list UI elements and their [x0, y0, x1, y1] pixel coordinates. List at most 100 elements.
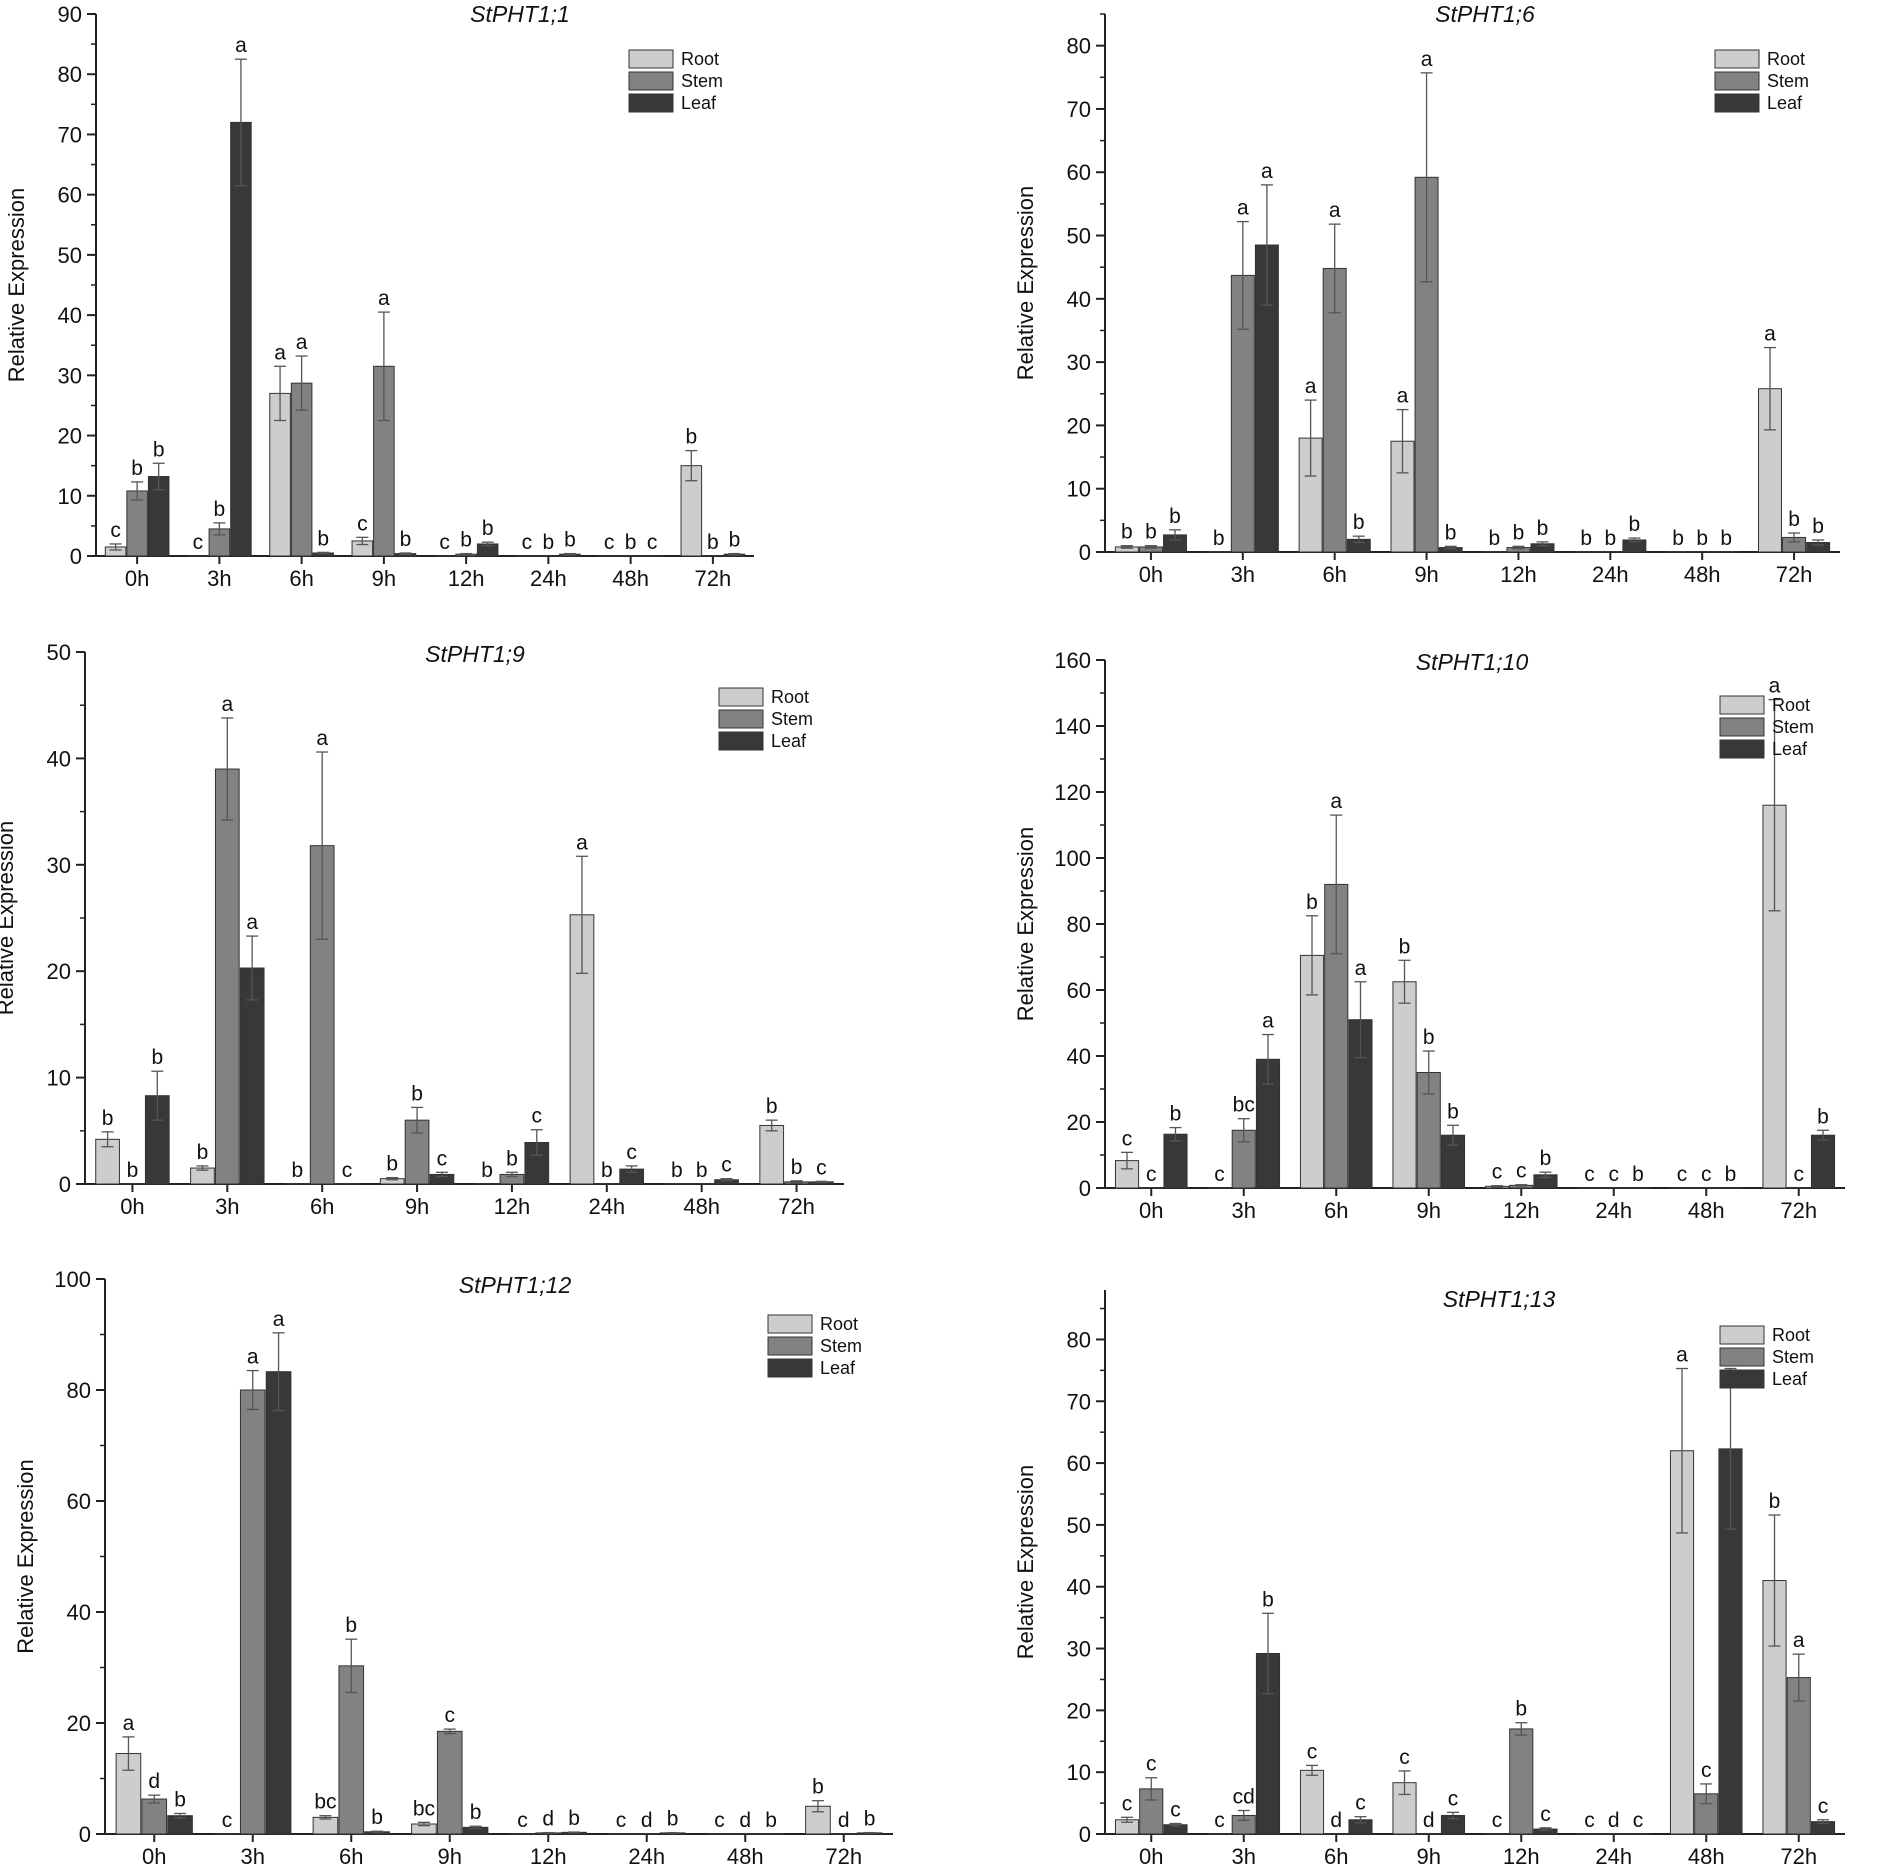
x-tick-label: 48h [1688, 1844, 1725, 1869]
significance-label: b [1515, 1698, 1527, 1721]
legend-label: Leaf [771, 731, 807, 751]
x-tick-label: 0h [125, 566, 149, 591]
significance-label: c [1540, 1803, 1551, 1826]
bar [594, 1183, 620, 1185]
bar [284, 1183, 310, 1185]
legend-swatch [718, 687, 764, 707]
x-tick-label: 6h [1322, 562, 1346, 587]
bar [1416, 1833, 1441, 1835]
significance-label: d [1608, 1809, 1620, 1832]
y-tick-label: 20 [1067, 1698, 1091, 1723]
y-axis-label: Relative Expression [0, 821, 18, 1015]
significance-label: b [460, 529, 472, 552]
bar [214, 768, 240, 1185]
significance-label: b [1445, 521, 1457, 544]
bar [187, 555, 209, 557]
bar [1484, 1833, 1510, 1835]
x-tick-label: 72h [778, 1194, 815, 1219]
significance-label: a [316, 727, 328, 750]
bar [689, 1183, 715, 1185]
y-tick-label: 40 [1067, 287, 1091, 312]
significance-label: bc [314, 1791, 336, 1814]
significance-label: c [714, 1809, 725, 1832]
bar [1577, 1187, 1602, 1189]
significance-label: c [1307, 1740, 1318, 1763]
bar [1625, 1833, 1651, 1835]
bar [1714, 551, 1739, 553]
significance-label: d [1330, 1809, 1342, 1832]
significance-label: a [1676, 1344, 1688, 1367]
significance-label: a [1769, 675, 1781, 698]
significance-label: c [816, 1156, 827, 1179]
significance-label: c [1214, 1163, 1225, 1186]
bar [1669, 1187, 1695, 1189]
significance-label: a [576, 831, 588, 854]
significance-label: c [1399, 1746, 1410, 1769]
bar [1601, 1187, 1626, 1189]
significance-label: b [1121, 521, 1133, 544]
y-tick-label: 30 [58, 363, 82, 388]
x-tick-label: 6h [339, 1844, 363, 1869]
y-tick-label: 10 [1067, 1760, 1091, 1785]
y-tick-label: 60 [58, 183, 82, 208]
significance-label: a [1330, 790, 1342, 813]
y-tick-label: 0 [79, 1822, 91, 1847]
significance-label: b [1580, 527, 1592, 550]
legend-swatch [1714, 49, 1760, 69]
significance-label: c [1677, 1163, 1688, 1186]
significance-label: cd [1233, 1786, 1255, 1809]
bar [1482, 551, 1507, 553]
significance-label: b [1696, 527, 1708, 550]
significance-label: b [102, 1107, 114, 1130]
significance-label: c [342, 1159, 353, 1182]
legend-swatch [1719, 1347, 1765, 1367]
significance-label: bc [413, 1797, 435, 1820]
x-tick-label: 9h [405, 1194, 429, 1219]
legend-swatch [1714, 71, 1760, 91]
significance-label: b [197, 1141, 209, 1164]
y-tick-label: 10 [1067, 477, 1091, 502]
x-tick-label: 12h [494, 1194, 531, 1219]
chart-panel: 0 10 20 30 40 50 60 70 80 Relative Expression StPH… [1013, 1, 1840, 587]
significance-label: a [1262, 1010, 1274, 1033]
significance-label: c [532, 1105, 543, 1128]
significance-label: c [439, 531, 450, 554]
y-tick-label: 80 [67, 1378, 91, 1403]
x-tick-label: 72h [825, 1844, 862, 1869]
legend-label: Leaf [820, 1358, 856, 1378]
significance-label: c [1584, 1809, 1595, 1832]
y-tick-label: 50 [1067, 1513, 1091, 1538]
significance-label: b [766, 1095, 778, 1118]
y-tick-label: 60 [67, 1489, 91, 1514]
x-tick-label: 9h [1414, 562, 1438, 587]
bar [1207, 1833, 1232, 1835]
bar [1598, 551, 1623, 553]
x-tick-label: 48h [727, 1844, 764, 1869]
y-tick-label: 70 [1067, 97, 1091, 122]
legend-swatch [628, 93, 674, 113]
significance-label: b [696, 1159, 708, 1182]
x-tick-label: 3h [207, 566, 231, 591]
legend-label: Root [820, 1314, 858, 1334]
y-axis-label: Relative Expression [4, 188, 29, 382]
significance-label: b [1817, 1105, 1829, 1128]
significance-label: a [274, 341, 286, 364]
y-tick-label: 70 [58, 122, 82, 147]
x-tick-label: 0h [1139, 1198, 1163, 1223]
significance-label: d [739, 1809, 751, 1832]
x-tick-label: 6h [1324, 1198, 1348, 1223]
x-tick-label: 9h [1417, 1198, 1441, 1223]
legend-label: Root [1772, 695, 1810, 715]
x-tick-label: 72h [695, 566, 732, 591]
bar [230, 121, 252, 557]
x-tick-label: 48h [1688, 1198, 1725, 1223]
significance-label: b [1170, 1103, 1182, 1126]
y-tick-label: 10 [58, 484, 82, 509]
significance-label: b [153, 438, 165, 461]
bar [1324, 1833, 1349, 1835]
legend-swatch [767, 1336, 813, 1356]
y-tick-label: 40 [47, 746, 71, 771]
significance-label: c [357, 512, 368, 535]
x-tick-label: 24h [628, 1844, 665, 1869]
significance-label: c [1609, 1163, 1620, 1186]
